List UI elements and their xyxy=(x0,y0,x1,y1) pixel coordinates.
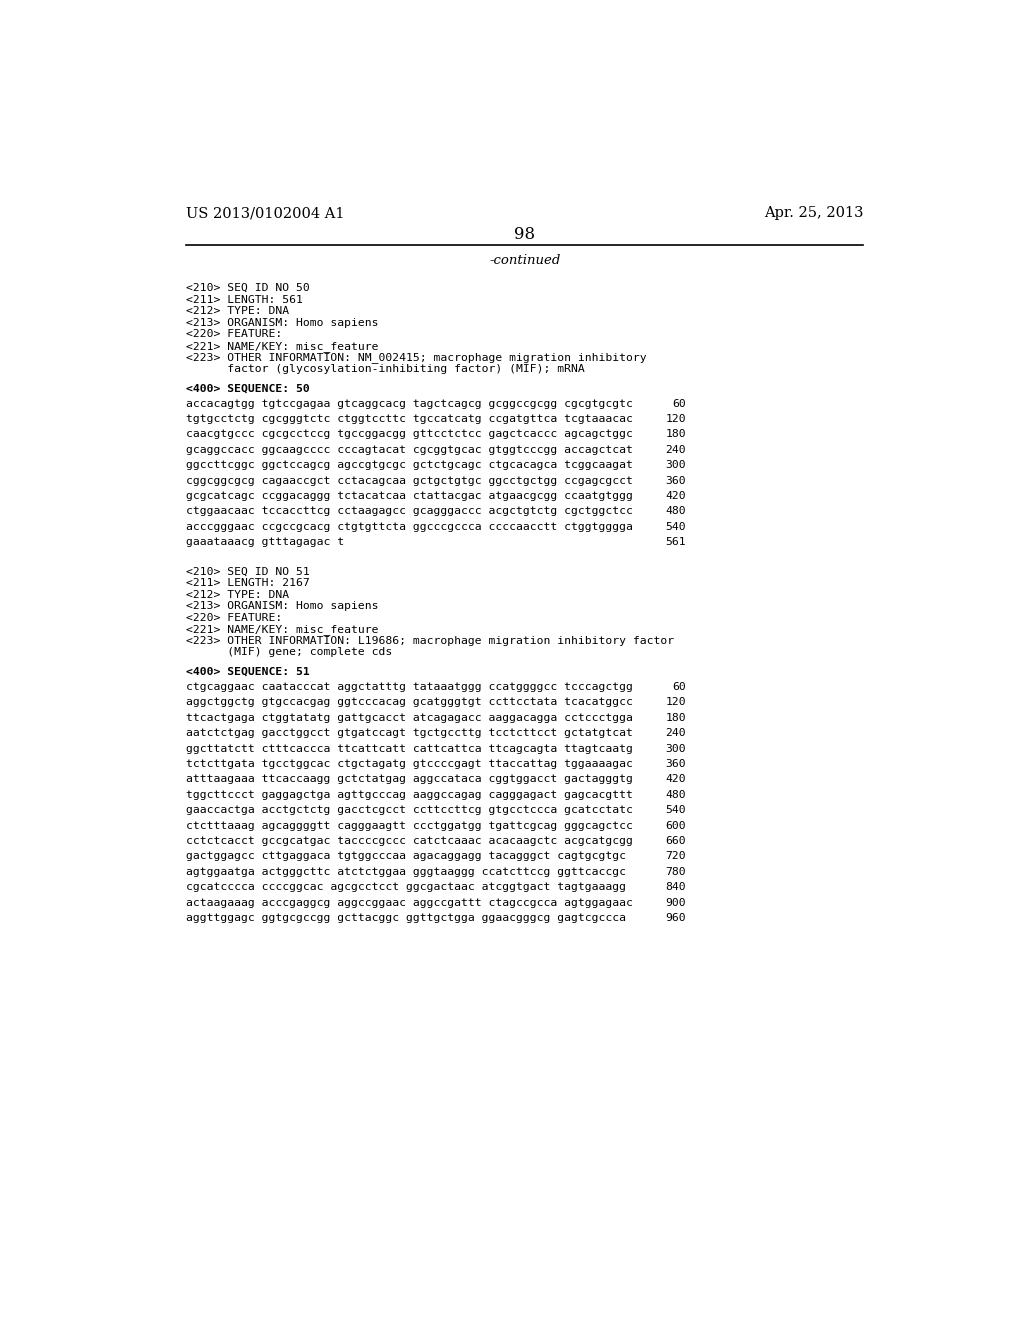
Text: 561: 561 xyxy=(666,537,686,548)
Text: 960: 960 xyxy=(666,913,686,923)
Text: accacagtgg tgtccgagaa gtcaggcacg tagctcagcg gcggccgcgg cgcgtgcgtc: accacagtgg tgtccgagaa gtcaggcacg tagctca… xyxy=(186,399,633,409)
Text: factor (glycosylation-inhibiting factor) (MIF); mRNA: factor (glycosylation-inhibiting factor)… xyxy=(186,364,585,374)
Text: actaagaaag acccgaggcg aggccggaac aggccgattt ctagccgcca agtggagaac: actaagaaag acccgaggcg aggccggaac aggccga… xyxy=(186,898,633,908)
Text: 240: 240 xyxy=(666,729,686,738)
Text: 660: 660 xyxy=(666,836,686,846)
Text: gcaggccacc ggcaagcccc cccagtacat cgcggtgcac gtggtcccgg accagctcat: gcaggccacc ggcaagcccc cccagtacat cgcggtg… xyxy=(186,445,633,455)
Text: <212> TYPE: DNA: <212> TYPE: DNA xyxy=(186,590,289,599)
Text: (MIF) gene; complete cds: (MIF) gene; complete cds xyxy=(186,647,392,657)
Text: <220> FEATURE:: <220> FEATURE: xyxy=(186,612,283,623)
Text: gaaataaacg gtttagagac t: gaaataaacg gtttagagac t xyxy=(186,537,344,548)
Text: 420: 420 xyxy=(666,491,686,502)
Text: tggcttccct gaggagctga agttgcccag aaggccagag cagggagact gagcacgttt: tggcttccct gaggagctga agttgcccag aaggcca… xyxy=(186,789,633,800)
Text: tctcttgata tgcctggcac ctgctagatg gtccccgagt ttaccattag tggaaaagac: tctcttgata tgcctggcac ctgctagatg gtccccg… xyxy=(186,759,633,770)
Text: 98: 98 xyxy=(514,226,536,243)
Text: 300: 300 xyxy=(666,743,686,754)
Text: 540: 540 xyxy=(666,521,686,532)
Text: <211> LENGTH: 561: <211> LENGTH: 561 xyxy=(186,294,303,305)
Text: 240: 240 xyxy=(666,445,686,455)
Text: <400> SEQUENCE: 50: <400> SEQUENCE: 50 xyxy=(186,383,310,393)
Text: aggttggagc ggtgcgccgg gcttacggc ggttgctgga ggaacgggcg gagtcgccca: aggttggagc ggtgcgccgg gcttacggc ggttgctg… xyxy=(186,913,626,923)
Text: 60: 60 xyxy=(672,682,686,692)
Text: agtggaatga actgggcttc atctctggaa gggtaaggg ccatcttccg ggttcaccgc: agtggaatga actgggcttc atctctggaa gggtaag… xyxy=(186,867,626,876)
Text: <213> ORGANISM: Homo sapiens: <213> ORGANISM: Homo sapiens xyxy=(186,318,379,327)
Text: cgcatcccca ccccggcac agcgcctcct ggcgactaac atcggtgact tagtgaaagg: cgcatcccca ccccggcac agcgcctcct ggcgacta… xyxy=(186,882,626,892)
Text: tgtgcctctg cgcgggtctc ctggtccttc tgccatcatg ccgatgttca tcgtaaacac: tgtgcctctg cgcgggtctc ctggtccttc tgccatc… xyxy=(186,414,633,424)
Text: <211> LENGTH: 2167: <211> LENGTH: 2167 xyxy=(186,578,310,587)
Text: 780: 780 xyxy=(666,867,686,876)
Text: gcgcatcagc ccggacaggg tctacatcaa ctattacgac atgaacgcgg ccaatgtggg: gcgcatcagc ccggacaggg tctacatcaa ctattac… xyxy=(186,491,633,502)
Text: US 2013/0102004 A1: US 2013/0102004 A1 xyxy=(186,206,345,220)
Text: acccgggaac ccgccgcacg ctgtgttcta ggcccgccca ccccaacctt ctggtgggga: acccgggaac ccgccgcacg ctgtgttcta ggcccgc… xyxy=(186,521,633,532)
Text: 720: 720 xyxy=(666,851,686,862)
Text: <223> OTHER INFORMATION: L19686; macrophage migration inhibitory factor: <223> OTHER INFORMATION: L19686; macroph… xyxy=(186,636,674,645)
Text: 180: 180 xyxy=(666,713,686,723)
Text: <221> NAME/KEY: misc_feature: <221> NAME/KEY: misc_feature xyxy=(186,624,379,635)
Text: ggccttcggc ggctccagcg agccgtgcgc gctctgcagc ctgcacagca tcggcaagat: ggccttcggc ggctccagcg agccgtgcgc gctctgc… xyxy=(186,461,633,470)
Text: cggcggcgcg cagaaccgct cctacagcaa gctgctgtgc ggcctgctgg ccgagcgcct: cggcggcgcg cagaaccgct cctacagcaa gctgctg… xyxy=(186,475,633,486)
Text: atttaagaaa ttcaccaagg gctctatgag aggccataca cggtggacct gactagggtg: atttaagaaa ttcaccaagg gctctatgag aggccat… xyxy=(186,775,633,784)
Text: <210> SEQ ID NO 51: <210> SEQ ID NO 51 xyxy=(186,566,310,577)
Text: 540: 540 xyxy=(666,805,686,816)
Text: ttcactgaga ctggtatatg gattgcacct atcagagacc aaggacagga cctccctgga: ttcactgaga ctggtatatg gattgcacct atcagag… xyxy=(186,713,633,723)
Text: 480: 480 xyxy=(666,507,686,516)
Text: cctctcacct gccgcatgac taccccgccc catctcaaac acacaagctc acgcatgcgg: cctctcacct gccgcatgac taccccgccc catctca… xyxy=(186,836,633,846)
Text: caacgtgccc cgcgcctccg tgccggacgg gttcctctcc gagctcaccc agcagctggc: caacgtgccc cgcgcctccg tgccggacgg gttcctc… xyxy=(186,429,633,440)
Text: 480: 480 xyxy=(666,789,686,800)
Text: <213> ORGANISM: Homo sapiens: <213> ORGANISM: Homo sapiens xyxy=(186,601,379,611)
Text: 120: 120 xyxy=(666,697,686,708)
Text: gactggagcc cttgaggaca tgtggcccaa agacaggagg tacagggct cagtgcgtgc: gactggagcc cttgaggaca tgtggcccaa agacagg… xyxy=(186,851,626,862)
Text: ctctttaaag agcaggggtt cagggaagtt ccctggatgg tgattcgcag gggcagctcc: ctctttaaag agcaggggtt cagggaagtt ccctgga… xyxy=(186,821,633,830)
Text: 420: 420 xyxy=(666,775,686,784)
Text: 840: 840 xyxy=(666,882,686,892)
Text: aatctctgag gacctggcct gtgatccagt tgctgccttg tcctcttcct gctatgtcat: aatctctgag gacctggcct gtgatccagt tgctgcc… xyxy=(186,729,633,738)
Text: ctgcaggaac caatacccat aggctatttg tataaatggg ccatggggcc tcccagctgg: ctgcaggaac caatacccat aggctatttg tataaat… xyxy=(186,682,633,692)
Text: 60: 60 xyxy=(672,399,686,409)
Text: gaaccactga acctgctctg gacctcgcct ccttccttcg gtgcctccca gcatcctatc: gaaccactga acctgctctg gacctcgcct ccttcct… xyxy=(186,805,633,816)
Text: <212> TYPE: DNA: <212> TYPE: DNA xyxy=(186,306,289,317)
Text: 600: 600 xyxy=(666,821,686,830)
Text: <220> FEATURE:: <220> FEATURE: xyxy=(186,330,283,339)
Text: aggctggctg gtgccacgag ggtcccacag gcatgggtgt ccttcctata tcacatggcc: aggctggctg gtgccacgag ggtcccacag gcatggg… xyxy=(186,697,633,708)
Text: ctggaacaac tccaccttcg cctaagagcc gcagggaccc acgctgtctg cgctggctcc: ctggaacaac tccaccttcg cctaagagcc gcaggga… xyxy=(186,507,633,516)
Text: <210> SEQ ID NO 50: <210> SEQ ID NO 50 xyxy=(186,284,310,293)
Text: 360: 360 xyxy=(666,759,686,770)
Text: 300: 300 xyxy=(666,461,686,470)
Text: <221> NAME/KEY: misc_feature: <221> NAME/KEY: misc_feature xyxy=(186,341,379,352)
Text: ggcttatctt ctttcaccca ttcattcatt cattcattca ttcagcagta ttagtcaatg: ggcttatctt ctttcaccca ttcattcatt cattcat… xyxy=(186,743,633,754)
Text: <400> SEQUENCE: 51: <400> SEQUENCE: 51 xyxy=(186,667,310,677)
Text: 180: 180 xyxy=(666,429,686,440)
Text: -continued: -continued xyxy=(489,253,560,267)
Text: <223> OTHER INFORMATION: NM_002415; macrophage migration inhibitory: <223> OTHER INFORMATION: NM_002415; macr… xyxy=(186,352,647,363)
Text: 360: 360 xyxy=(666,475,686,486)
Text: 900: 900 xyxy=(666,898,686,908)
Text: 120: 120 xyxy=(666,414,686,424)
Text: Apr. 25, 2013: Apr. 25, 2013 xyxy=(764,206,863,220)
